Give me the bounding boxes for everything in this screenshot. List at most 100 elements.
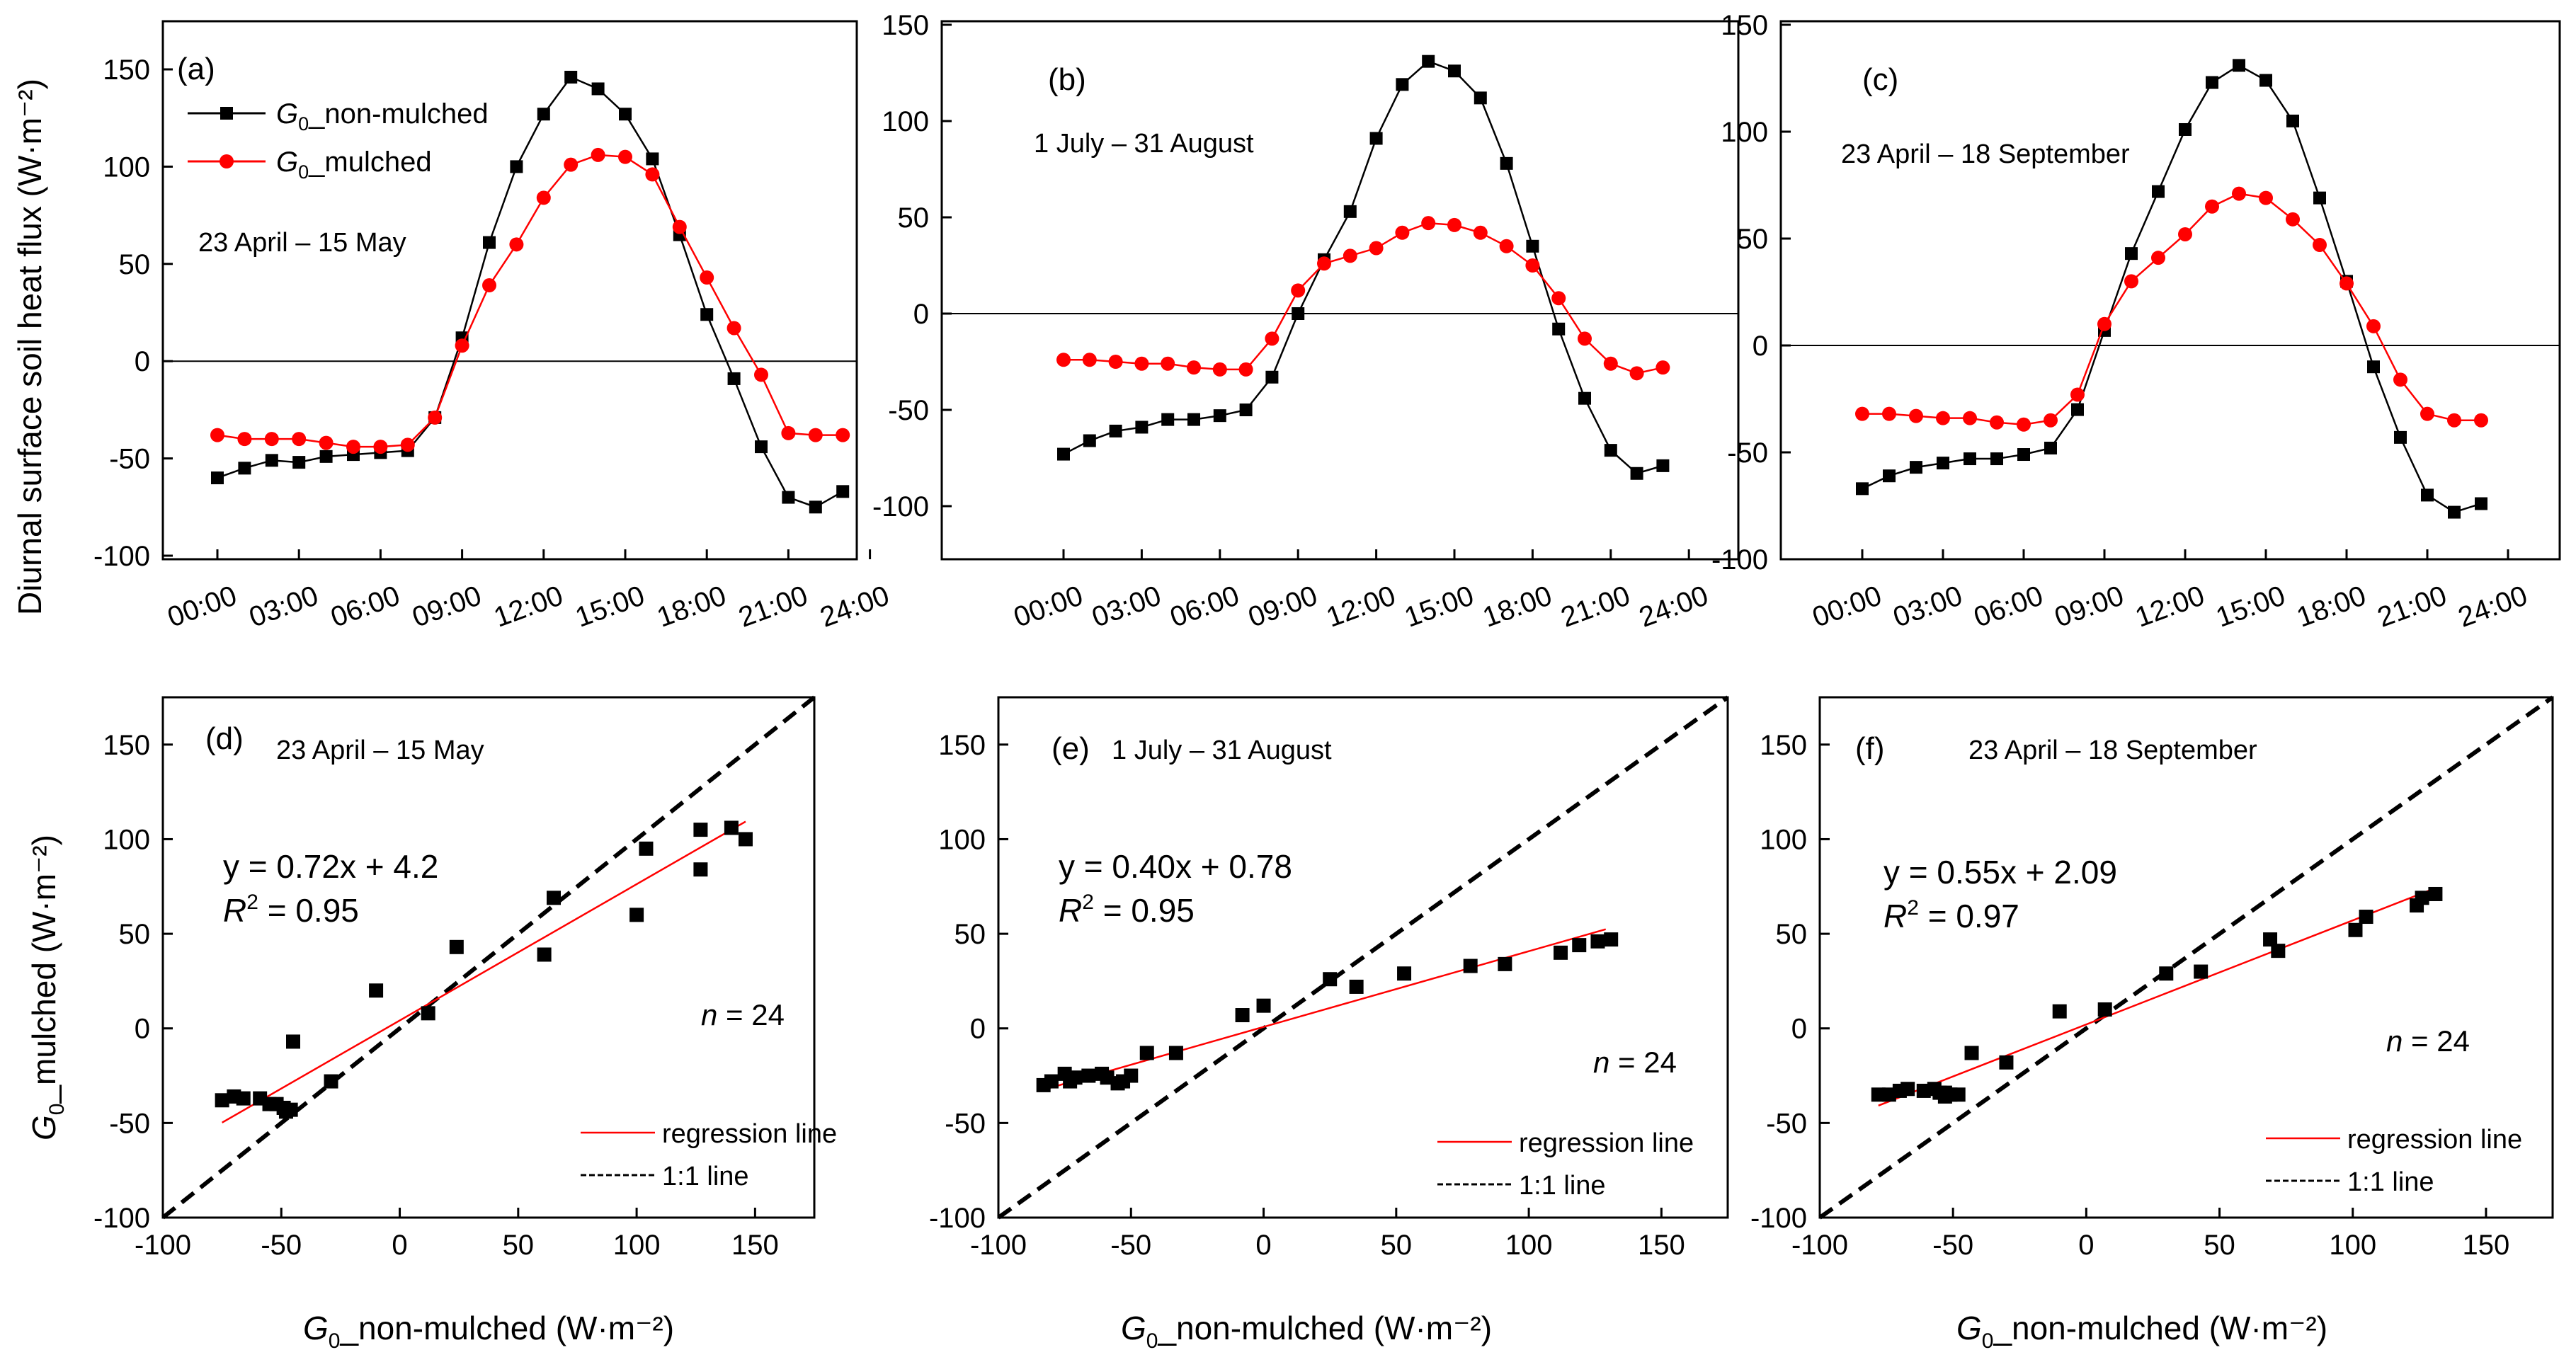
- legend-marker: [220, 154, 234, 168]
- scatter-point: [1397, 966, 1412, 981]
- point-mulched: [1369, 241, 1384, 256]
- x-tick-label: 12:00: [1323, 580, 1400, 634]
- x-tick-label: 24:00: [1635, 580, 1712, 634]
- x-axis-label-bottom-d: G0_non-mulched (W·m⁻²): [303, 1310, 674, 1353]
- x-tick-label: 0: [1255, 1230, 1271, 1261]
- point-non-mulched: [265, 454, 278, 467]
- point-mulched: [1421, 216, 1436, 231]
- point-non-mulched: [1937, 457, 1949, 470]
- sample-size: n = 24: [1593, 1046, 1677, 1079]
- x-tick-label: 18:00: [1478, 580, 1556, 634]
- n-prefix: n: [2386, 1024, 2403, 1058]
- x-tick-label: 03:00: [245, 580, 322, 634]
- x-tick-label: 00:00: [1808, 580, 1886, 634]
- point-mulched: [618, 149, 632, 164]
- point-non-mulched: [1526, 239, 1539, 253]
- y-tick-label: -50: [1766, 1108, 1807, 1139]
- legend-one-to-one-label: 1:1 line: [662, 1162, 749, 1191]
- point-non-mulched: [2017, 448, 2030, 462]
- scatter-point: [1349, 979, 1364, 994]
- point-mulched: [2124, 274, 2138, 289]
- scatter-point: [1916, 1083, 1931, 1098]
- point-mulched: [536, 190, 551, 205]
- point-mulched: [1629, 366, 1644, 381]
- y-tick-label: 0: [1791, 1014, 1807, 1045]
- period-label: 23 April – 15 May: [198, 228, 406, 258]
- plot-frame: [1779, 20, 2561, 561]
- point-mulched: [509, 237, 524, 252]
- series-line-non-mulched: [1862, 64, 2482, 513]
- point-mulched: [2232, 186, 2246, 201]
- one-to-one-line: [161, 695, 816, 1220]
- series-line-mulched: [217, 154, 843, 448]
- r-squared: R2 = 0.97: [1883, 896, 2019, 934]
- scatter-point: [1139, 1046, 1154, 1060]
- y-tick-label: 150: [938, 730, 986, 761]
- y-tick-label: -100: [1711, 544, 1768, 576]
- point-mulched: [2178, 227, 2192, 241]
- x-tick-label: 24:00: [2454, 580, 2531, 634]
- one-to-one-line: [1818, 695, 2554, 1220]
- point-mulched: [1082, 353, 1097, 367]
- point-non-mulched: [2313, 191, 2326, 205]
- point-non-mulched: [238, 462, 251, 475]
- r-squared: R2 = 0.95: [223, 891, 359, 929]
- point-non-mulched: [1883, 469, 1896, 483]
- point-non-mulched: [1083, 434, 1096, 447]
- n-prefix: n: [1593, 1046, 1609, 1079]
- point-mulched: [1056, 353, 1071, 367]
- scatter-point: [1964, 1046, 1979, 1060]
- regression-line: [222, 820, 746, 1123]
- panel-f: -100 -50 0 50 100 150 -100 -50 0 50 100 150 (f) 23 Ap…: [1750, 695, 2554, 1261]
- scatter-point: [2428, 886, 2443, 901]
- scatter-point: [1590, 934, 1605, 949]
- legend-label: G0_non-mulched: [276, 98, 489, 135]
- scatter-point: [1951, 1087, 1966, 1102]
- scatter-point: [286, 1034, 300, 1049]
- r2-value: = 0.95: [258, 892, 359, 929]
- point-mulched: [264, 432, 279, 447]
- scatter-point: [1068, 1070, 1083, 1085]
- x-tick-label: 50: [1381, 1230, 1413, 1261]
- point-non-mulched: [1448, 64, 1461, 78]
- point-non-mulched: [1910, 461, 1922, 474]
- y-tick-label: 100: [938, 824, 986, 855]
- x-axis-label-bottom-f: G0_non-mulched (W·m⁻²): [1956, 1310, 2327, 1353]
- x-tick-label: 12:00: [490, 580, 567, 634]
- scatter-point: [2271, 944, 2286, 958]
- point-non-mulched: [1161, 413, 1175, 426]
- scatter-point: [1044, 1074, 1059, 1089]
- point-mulched: [726, 321, 741, 336]
- r2-prefix: R: [223, 892, 246, 929]
- x-tick-label: 24:00: [816, 580, 894, 634]
- legend-regression-label: regression line: [662, 1119, 837, 1149]
- scatter-point: [421, 1006, 435, 1021]
- point-non-mulched: [1369, 132, 1383, 145]
- point-mulched: [2097, 316, 2111, 331]
- point-mulched: [1963, 411, 1977, 425]
- y-tick-label: 150: [103, 55, 150, 86]
- n-value: = 24: [2403, 1024, 2470, 1058]
- r2-sup: 2: [246, 891, 258, 914]
- y-tick-label: 150: [1760, 730, 1807, 761]
- point-mulched: [1578, 331, 1592, 346]
- point-mulched: [1291, 283, 1306, 298]
- scatter-point: [693, 823, 708, 837]
- point-non-mulched: [2421, 488, 2434, 502]
- point-mulched: [373, 440, 388, 454]
- plot-frame: [161, 20, 858, 561]
- plot-frame: [940, 20, 1740, 561]
- scatter-point: [1554, 945, 1568, 960]
- point-mulched: [700, 270, 714, 285]
- point-non-mulched: [1474, 91, 1487, 105]
- point-mulched: [1395, 225, 1410, 240]
- panel-d: -100 -50 0 50 100 150 -100 -50 0 50 100 150 (d) 23 Ap…: [93, 695, 837, 1261]
- point-mulched: [645, 167, 660, 182]
- y-tick-label: 50: [1737, 224, 1769, 255]
- point-mulched: [2366, 319, 2381, 333]
- y-tick-label: 100: [1760, 824, 1807, 855]
- n-value: = 24: [717, 998, 785, 1031]
- x-tick-label: 150: [731, 1230, 779, 1261]
- point-non-mulched: [591, 82, 605, 96]
- sample-size: n = 24: [2386, 1024, 2470, 1058]
